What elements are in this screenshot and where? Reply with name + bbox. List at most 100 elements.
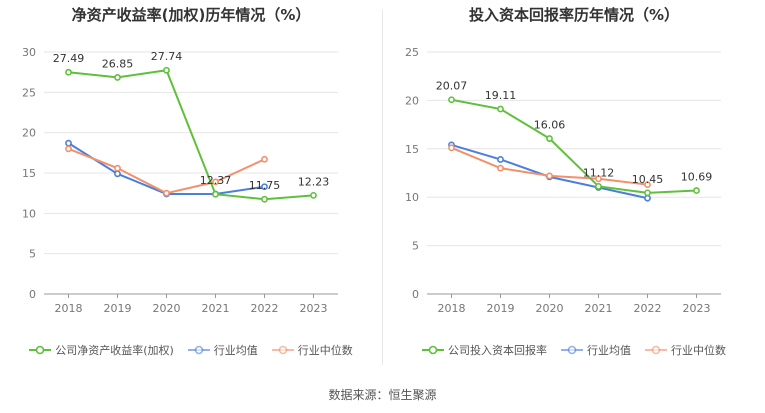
data-label: 10.45 xyxy=(632,173,664,186)
legend-label: 公司净资产收益率(加权) xyxy=(55,344,174,357)
chart-title: 净资产收益率(加权)历年情况（%） xyxy=(71,6,311,24)
x-tick-label: 2018 xyxy=(438,302,466,315)
data-point xyxy=(65,139,72,147)
y-tick-label: 5 xyxy=(412,240,419,253)
data-label: 27.49 xyxy=(53,52,85,65)
chart-title: 投入资本回报率历年情况（%） xyxy=(468,6,680,24)
data-label: 12.37 xyxy=(200,174,232,187)
legend-item[interactable]: 行业均值 xyxy=(187,342,258,358)
data-point xyxy=(310,191,317,199)
x-tick-label: 2020 xyxy=(153,302,181,315)
panel-divider xyxy=(382,10,383,365)
legend-swatch-marker xyxy=(428,345,438,355)
data-point xyxy=(261,195,268,203)
data-point xyxy=(212,178,219,186)
legend-label: 行业中位数 xyxy=(297,344,353,357)
data-label: 20.07 xyxy=(436,80,468,93)
data-point xyxy=(65,145,72,153)
y-tick-label: 30 xyxy=(22,46,36,59)
legend-item[interactable]: 行业均值 xyxy=(561,342,631,358)
data-point xyxy=(448,144,455,152)
roe-chart-panel: 净资产收益率(加权)历年情况（%） 0 5 10 15 20 25 30 2018 2019 20… xyxy=(0,0,382,375)
series-line xyxy=(68,69,314,201)
data-label: 12.23 xyxy=(298,175,330,188)
legend-label: 公司投入资本回报率 xyxy=(448,344,547,357)
series-line xyxy=(67,142,265,195)
data-label: 16.06 xyxy=(534,119,566,132)
x-tick-label: 2022 xyxy=(634,302,662,315)
data-point xyxy=(595,175,602,183)
y-tick-label: 15 xyxy=(22,167,36,180)
legend-label: 行业均值 xyxy=(213,344,258,357)
data-point xyxy=(212,190,219,198)
y-tick-label: 25 xyxy=(405,46,419,59)
x-tick-label: 2022 xyxy=(251,302,279,315)
x-tick-label: 2020 xyxy=(536,302,564,315)
data-label: 10.69 xyxy=(681,171,713,184)
data-point xyxy=(114,164,121,172)
chart-legend: 公司投入资本回报率 行业均值 行业中位数 xyxy=(383,342,765,358)
data-point xyxy=(546,172,553,180)
data-point xyxy=(261,183,268,191)
roic-chart-panel: 投入资本回报率历年情况（%） 0 5 10 15 20 25 2018 2019 2020 202… xyxy=(383,0,765,375)
y-tick-label: 20 xyxy=(405,94,419,107)
x-tick-label: 2019 xyxy=(104,302,132,315)
data-point xyxy=(163,189,170,197)
data-label: 11.12 xyxy=(583,166,615,179)
data-point xyxy=(546,135,553,142)
data-point xyxy=(497,105,504,113)
roe-chart-plot: 0 5 10 15 20 25 30 2018 2019 2020 2021 2022 2023 27.4… xyxy=(22,46,338,315)
legend-label: 行业均值 xyxy=(587,344,631,357)
data-label: 27.74 xyxy=(151,50,183,63)
y-tick-label: 20 xyxy=(22,127,36,140)
data-point xyxy=(497,156,504,163)
y-tick-label: 10 xyxy=(22,207,36,220)
legend-label: 行业中位数 xyxy=(671,344,726,357)
series-line xyxy=(68,147,265,195)
legend-swatch-marker xyxy=(278,345,288,355)
data-point xyxy=(448,96,455,104)
legend-swatch xyxy=(271,345,294,355)
legend-swatch-marker xyxy=(567,345,577,355)
legend-item[interactable]: 公司投入资本回报率 xyxy=(422,342,547,358)
data-point xyxy=(114,170,121,178)
x-tick-label: 2023 xyxy=(300,302,328,315)
y-tick-label: 0 xyxy=(29,288,36,301)
legend-item[interactable]: 公司净资产收益率(加权) xyxy=(29,342,174,358)
data-source: 数据来源：恒生聚源 xyxy=(328,388,437,402)
data-point xyxy=(261,155,268,163)
series-line xyxy=(451,98,697,194)
data-label: 19.11 xyxy=(485,89,517,102)
y-tick-label: 0 xyxy=(412,288,419,301)
legend-swatch-marker xyxy=(194,345,204,355)
legend-swatch xyxy=(187,345,210,355)
y-tick-label: 10 xyxy=(405,191,419,204)
data-point xyxy=(644,181,651,189)
y-tick-label: 15 xyxy=(405,143,419,156)
legend-item[interactable]: 行业中位数 xyxy=(271,342,353,358)
legend-swatch-marker xyxy=(651,345,661,355)
data-point xyxy=(163,66,170,74)
data-point xyxy=(644,194,651,202)
chart-legend: 公司净资产收益率(加权) 行业均值 行业中位数 xyxy=(0,342,382,358)
legend-swatch xyxy=(645,345,667,355)
roic-chart-plot: 0 5 10 15 20 25 2018 2019 2020 2021 2022 2023 20.07 1… xyxy=(405,46,721,315)
data-label: 26.85 xyxy=(102,57,134,70)
x-tick-label: 2018 xyxy=(55,302,83,315)
data-label: 11.75 xyxy=(249,179,281,192)
legend-item[interactable]: 行业中位数 xyxy=(645,342,726,358)
x-tick-label: 2021 xyxy=(585,302,613,315)
data-point xyxy=(644,189,651,197)
legend-swatch-marker xyxy=(35,345,45,355)
legend-swatch xyxy=(561,345,583,355)
data-point xyxy=(595,182,602,190)
legend-swatch xyxy=(422,345,444,355)
data-point xyxy=(65,68,72,76)
x-tick-label: 2023 xyxy=(683,302,711,315)
data-point xyxy=(497,164,504,172)
series-line xyxy=(451,143,648,200)
legend-swatch xyxy=(29,345,52,355)
data-point xyxy=(114,74,121,81)
y-tick-label: 5 xyxy=(29,248,36,261)
x-tick-label: 2019 xyxy=(487,302,515,315)
